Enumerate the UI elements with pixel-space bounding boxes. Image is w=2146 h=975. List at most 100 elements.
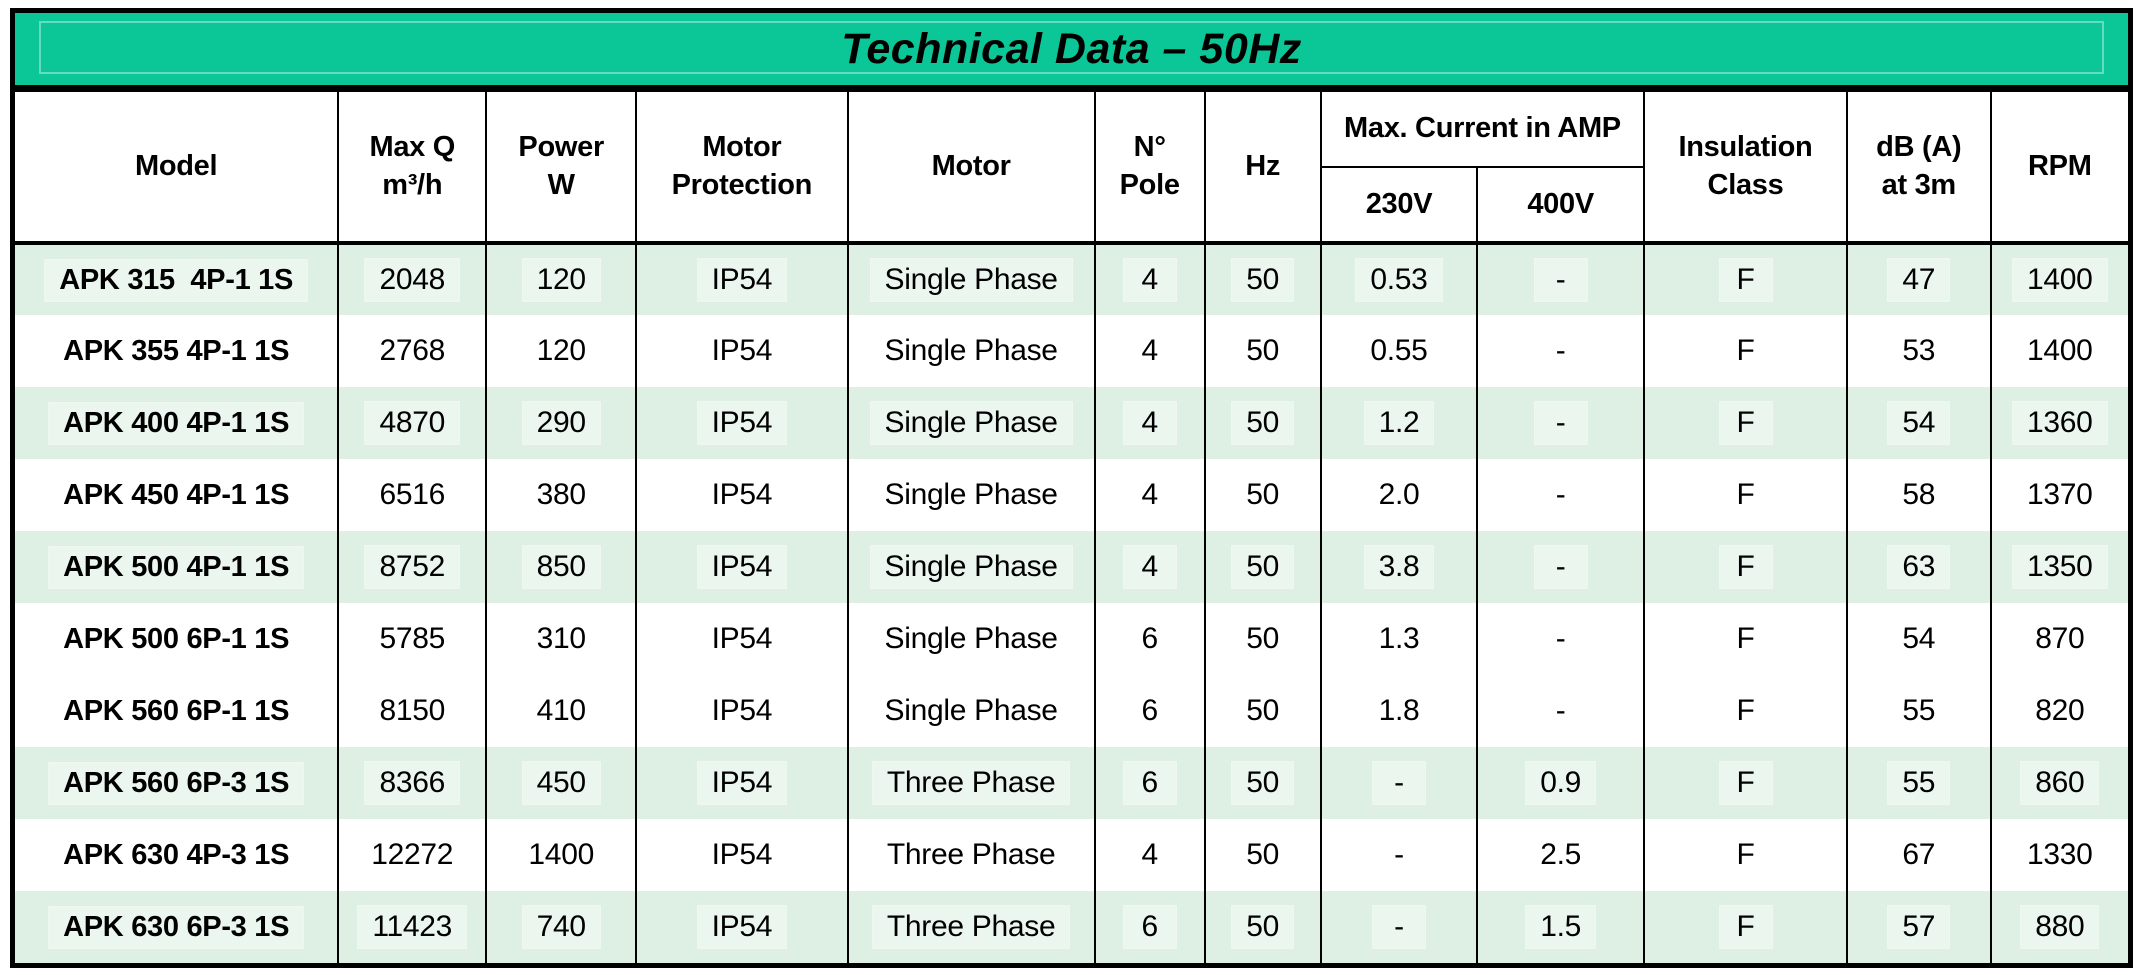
db-cell: 67 bbox=[1845, 819, 1992, 891]
motor-protection-text: IP54 bbox=[711, 478, 773, 511]
motor-protection-text: IP54 bbox=[697, 259, 787, 301]
max-q-text: 8366 bbox=[365, 762, 459, 804]
pole-text: 4 bbox=[1123, 402, 1176, 444]
motor-text: Single Phase bbox=[884, 334, 1059, 367]
amp-230v-text: - bbox=[1372, 762, 1425, 804]
motor-cell: Single Phase bbox=[846, 315, 1096, 387]
db-text: 67 bbox=[1902, 838, 1936, 871]
hz-text: 50 bbox=[1232, 906, 1294, 948]
rpm-cell: 860 bbox=[1989, 747, 2128, 819]
db-cell: 47 bbox=[1845, 243, 1992, 315]
insulation-cell: F bbox=[1643, 675, 1848, 747]
motor-protection-cell: IP54 bbox=[635, 531, 849, 603]
max-q-cell: 2048 bbox=[337, 243, 488, 315]
power-cell: 120 bbox=[485, 315, 638, 387]
amp-400v-cell: 2.5 bbox=[1476, 819, 1646, 891]
power-cell: 450 bbox=[485, 747, 638, 819]
motor-cell: Three Phase bbox=[846, 747, 1096, 819]
db-text: 63 bbox=[1888, 546, 1950, 588]
power-text: 120 bbox=[522, 259, 600, 301]
amp-230v-cell: 2.0 bbox=[1319, 459, 1479, 531]
insulation-text: F bbox=[1719, 259, 1772, 301]
pole-text: 6 bbox=[1123, 906, 1176, 948]
motor-text: Single Phase bbox=[884, 478, 1059, 511]
pole-cell: 4 bbox=[1093, 819, 1206, 891]
motor-protection-text: IP54 bbox=[711, 334, 773, 367]
header-motor-protection: Motor Protection bbox=[635, 90, 849, 244]
insulation-cell: F bbox=[1643, 243, 1848, 315]
amp-230v-cell: - bbox=[1319, 891, 1479, 963]
insulation-cell: F bbox=[1643, 315, 1848, 387]
amp-230v-cell: - bbox=[1319, 819, 1479, 891]
db-text: 55 bbox=[1888, 762, 1950, 804]
amp-230v-text: 3.8 bbox=[1364, 546, 1434, 588]
insulation-cell: F bbox=[1643, 459, 1848, 531]
motor-cell: Single Phase bbox=[846, 387, 1096, 459]
model-cell: APK 315 4P-1 1S bbox=[15, 243, 340, 315]
model-cell: APK 560 6P-3 1S bbox=[15, 747, 340, 819]
pole-text: 4 bbox=[1141, 478, 1158, 511]
insulation-text: F bbox=[1719, 906, 1772, 948]
model-text: APK 560 6P-3 1S bbox=[49, 762, 304, 804]
pole-cell: 4 bbox=[1093, 531, 1206, 603]
db-cell: 57 bbox=[1845, 891, 1992, 963]
rpm-cell: 1370 bbox=[1989, 459, 2128, 531]
power-text: 410 bbox=[536, 694, 586, 727]
db-cell: 63 bbox=[1845, 531, 1992, 603]
db-cell: 55 bbox=[1845, 747, 1992, 819]
header-rpm: RPM bbox=[1989, 90, 2128, 244]
motor-cell: Single Phase bbox=[846, 531, 1096, 603]
max-q-text: 2768 bbox=[379, 334, 445, 367]
amp-230v-text: 2.0 bbox=[1378, 478, 1420, 511]
amp-230v-text: 1.3 bbox=[1378, 622, 1420, 655]
amp-400v-cell: - bbox=[1476, 459, 1646, 531]
insulation-text: F bbox=[1736, 694, 1755, 727]
amp-230v-text: 1.2 bbox=[1364, 402, 1434, 444]
amp-230v-text: - bbox=[1394, 838, 1404, 871]
header-motor: Motor bbox=[846, 90, 1096, 244]
power-text: 310 bbox=[536, 622, 586, 655]
power-cell: 380 bbox=[485, 459, 638, 531]
power-cell: 290 bbox=[485, 387, 638, 459]
motor-text: Single Phase bbox=[884, 622, 1059, 655]
max-q-text: 4870 bbox=[365, 402, 459, 444]
max-q-text: 8752 bbox=[365, 546, 459, 588]
rpm-cell: 880 bbox=[1989, 891, 2128, 963]
motor-text: Three Phase bbox=[872, 762, 1070, 804]
amp-230v-text: 0.53 bbox=[1356, 259, 1442, 301]
power-text: 740 bbox=[522, 906, 600, 948]
hz-cell: 50 bbox=[1203, 315, 1322, 387]
insulation-cell: F bbox=[1643, 819, 1848, 891]
insulation-text: F bbox=[1736, 622, 1755, 655]
amp-400v-text: 1.5 bbox=[1526, 906, 1596, 948]
rpm-text: 1360 bbox=[2013, 402, 2107, 444]
db-cell: 55 bbox=[1845, 675, 1992, 747]
page-title: Technical Data – 50Hz bbox=[841, 24, 1302, 73]
table-row: APK 560 6P-1 1S 8150 410 IP54 Single Pha… bbox=[15, 675, 2128, 747]
insulation-text: F bbox=[1736, 838, 1755, 871]
amp-400v-cell: - bbox=[1476, 387, 1646, 459]
power-text: 290 bbox=[522, 402, 600, 444]
insulation-cell: F bbox=[1643, 891, 1848, 963]
table-row: APK 355 4P-1 1S 2768 120 IP54 Single Pha… bbox=[15, 315, 2128, 387]
model-cell: APK 400 4P-1 1S bbox=[15, 387, 340, 459]
motor-protection-cell: IP54 bbox=[635, 819, 849, 891]
rpm-cell: 1330 bbox=[1989, 819, 2128, 891]
insulation-cell: F bbox=[1643, 531, 1848, 603]
model-text: APK 450 4P-1 1S bbox=[63, 478, 290, 511]
hz-text: 50 bbox=[1232, 762, 1294, 804]
rpm-cell: 820 bbox=[1989, 675, 2128, 747]
amp-400v-text: - bbox=[1555, 622, 1566, 655]
model-text: APK 400 4P-1 1S bbox=[49, 402, 304, 444]
model-cell: APK 560 6P-1 1S bbox=[15, 675, 340, 747]
motor-text: Single Phase bbox=[884, 694, 1059, 727]
rpm-cell: 870 bbox=[1989, 603, 2128, 675]
amp-230v-text: 1.8 bbox=[1378, 694, 1420, 727]
hz-cell: 50 bbox=[1203, 603, 1322, 675]
amp-400v-cell: - bbox=[1476, 675, 1646, 747]
hz-text: 50 bbox=[1232, 259, 1294, 301]
amp-230v-cell: 0.53 bbox=[1319, 243, 1479, 315]
hz-cell: 50 bbox=[1203, 675, 1322, 747]
max-q-text: 2048 bbox=[365, 259, 459, 301]
header-max-q: Max Q m³/h bbox=[337, 90, 488, 244]
